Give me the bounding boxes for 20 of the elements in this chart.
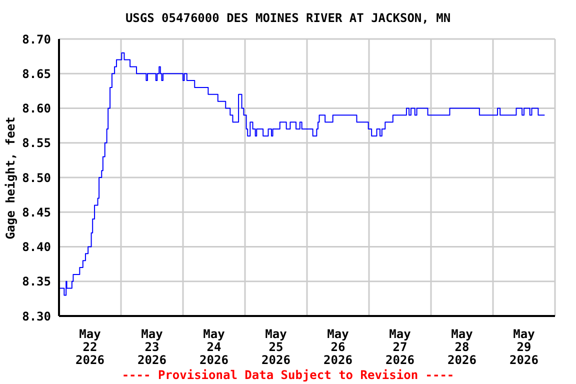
y-axis-title: Gage height, feet xyxy=(3,116,18,239)
x-tick-label: May 23 2026 xyxy=(138,327,166,367)
x-tick-label: May 25 2026 xyxy=(262,327,290,367)
y-tick-label: 8.30 xyxy=(22,309,51,324)
y-tick-label: 8.40 xyxy=(22,240,51,254)
y-tick-label: 8.60 xyxy=(22,102,51,116)
x-tick-label: May 28 2026 xyxy=(448,327,476,367)
text: ---- Provisional Data Subject to Revision ---- xyxy=(120,368,456,382)
y-tick-label: 8.70 xyxy=(22,32,51,46)
x-tick-label: May 26 2026 xyxy=(324,327,352,367)
x-tick-label: May 27 2026 xyxy=(386,327,414,367)
x-tick-label: May 22 2026 xyxy=(76,327,104,367)
y-tick-label: 8.55 xyxy=(22,136,51,150)
y-tick-label: 8.35 xyxy=(22,274,51,289)
y-tick-label: 8.50 xyxy=(22,170,51,185)
y-tick-label: 8.45 xyxy=(22,205,51,220)
x-tick-label: May 29 2026 xyxy=(510,327,538,367)
chart-title: USGS 05476000 DES MOINES RIVER AT JACKSON, MN xyxy=(124,11,452,25)
y-tick-label: 8.65 xyxy=(22,66,51,81)
x-tick-label: May 24 2026 xyxy=(200,327,228,367)
